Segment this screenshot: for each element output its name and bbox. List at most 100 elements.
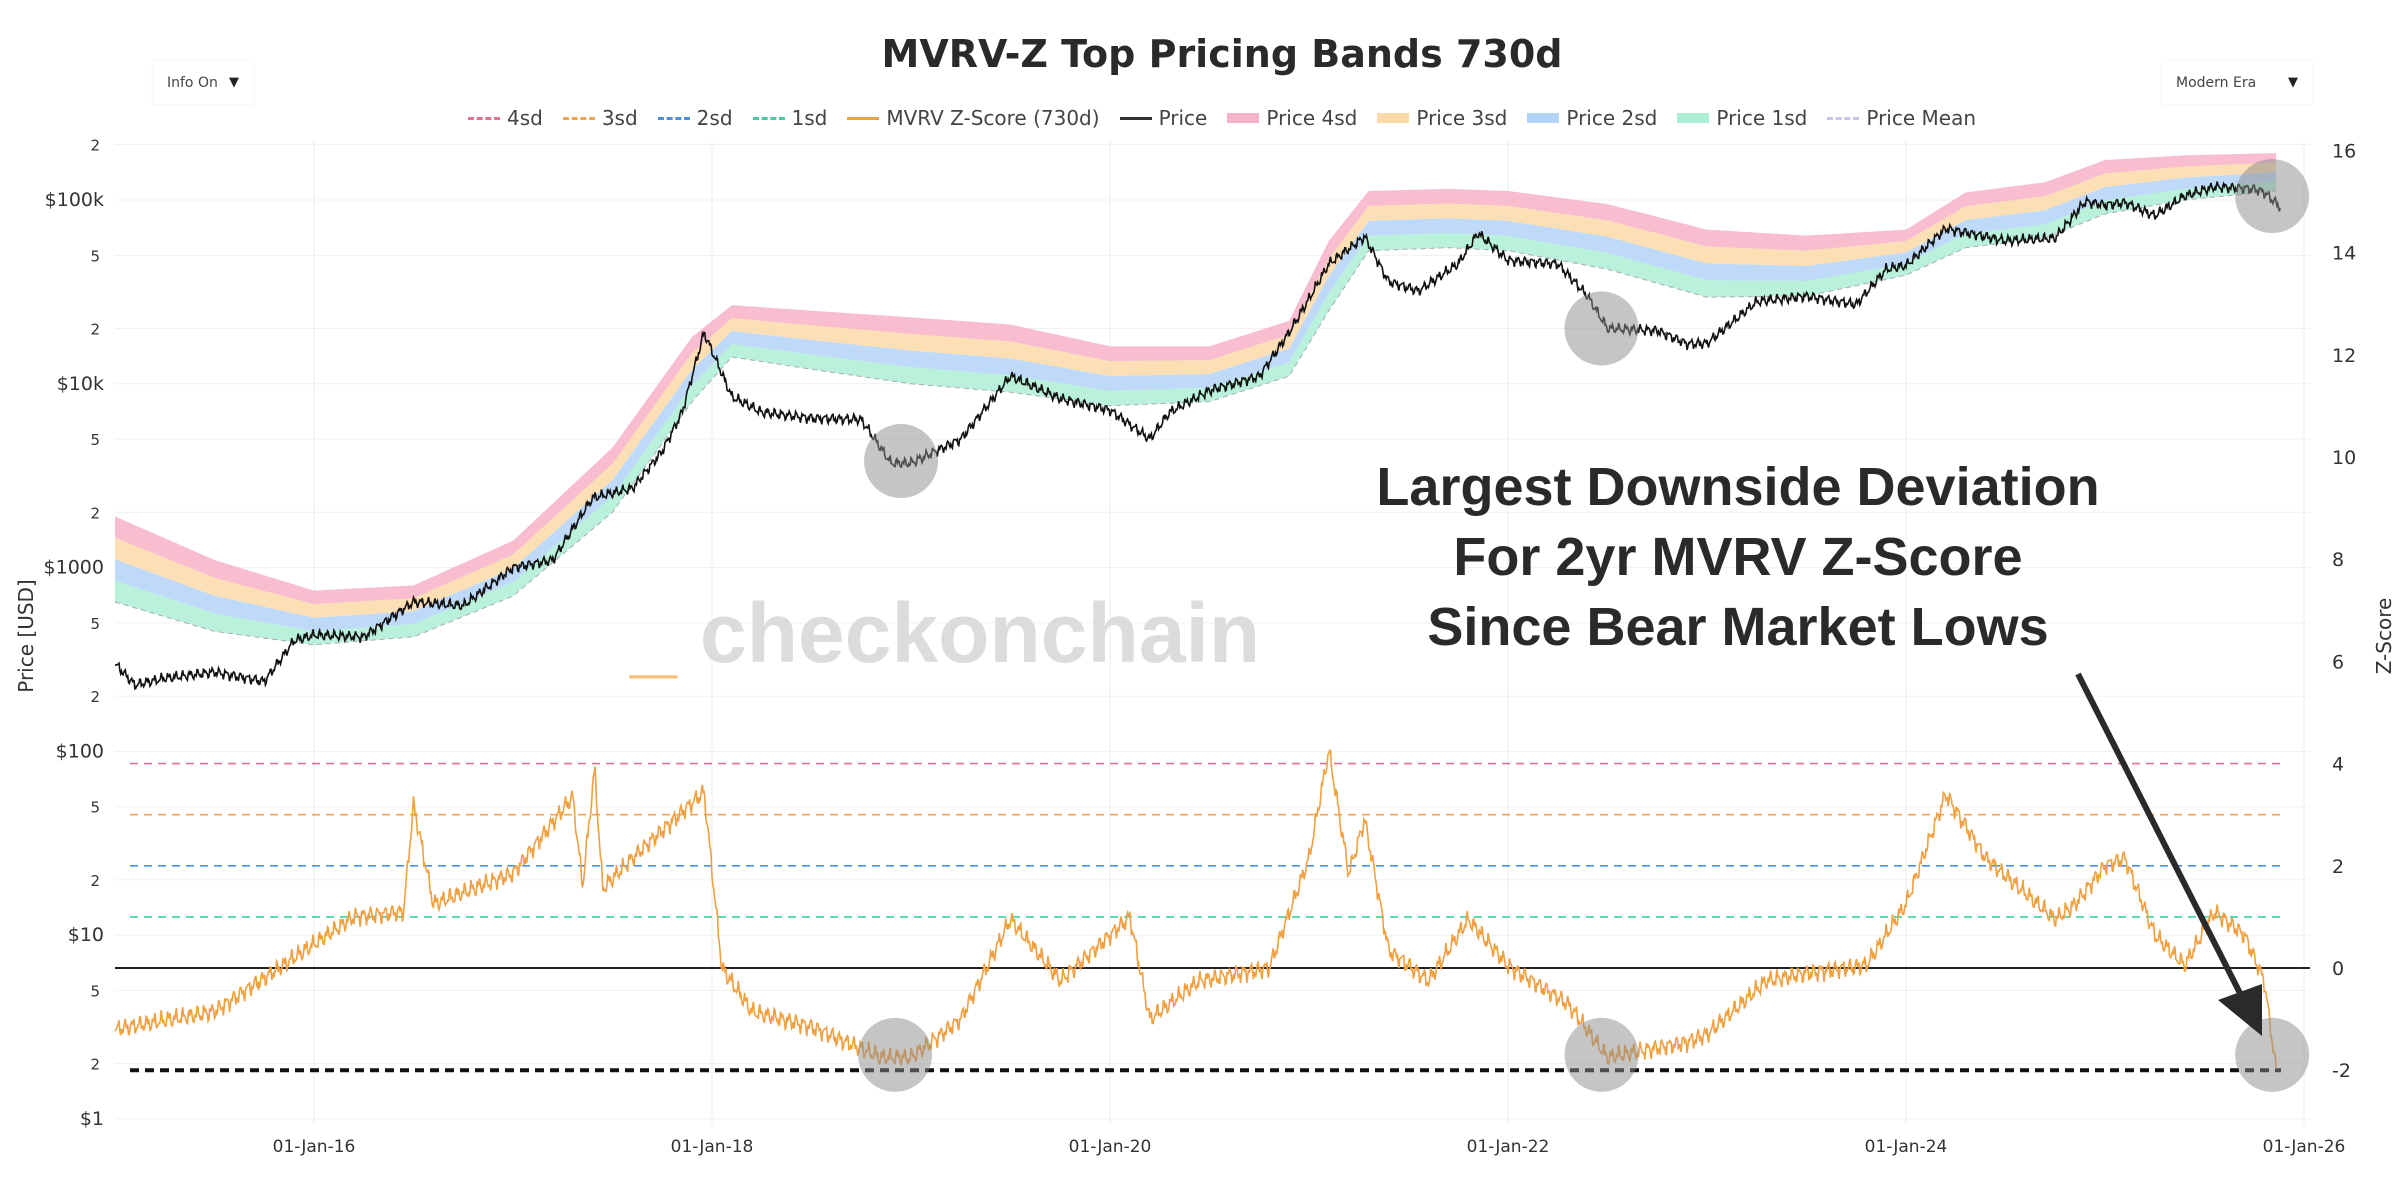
watermark: _ checkonchain xyxy=(629,586,1260,686)
legend-label: Price 2sd xyxy=(1566,106,1658,130)
legend-label: Price Mean xyxy=(1866,106,1976,130)
y-left-tick-label: $10k xyxy=(57,373,104,395)
grid xyxy=(115,140,2310,1125)
price-1sd-band xyxy=(115,181,2277,645)
y-left-tick-label: 5 xyxy=(90,615,100,633)
legend-item[interactable]: Price xyxy=(1119,106,1208,130)
legend-item[interactable]: 3sd xyxy=(562,106,638,130)
x-tick-label: 01-Jan-22 xyxy=(1467,1137,1550,1157)
legend-swatch xyxy=(1527,113,1560,123)
x-tick-label: 01-Jan-16 xyxy=(273,1137,356,1157)
legend-item[interactable]: Price 4sd xyxy=(1227,106,1357,130)
watermark-underscore: _ xyxy=(629,592,678,686)
y-left-tick-label: $1000 xyxy=(44,557,104,579)
annotation-line: For 2yr MVRV Z-Score xyxy=(1453,527,2023,587)
legend-swatch xyxy=(1119,116,1152,120)
legend-item[interactable]: Price 1sd xyxy=(1677,106,1807,130)
y-left-tick-label: 2 xyxy=(90,320,100,338)
legend-label: 3sd xyxy=(601,106,638,130)
price-mean-line xyxy=(114,190,2277,646)
legend-swatch xyxy=(562,116,595,120)
chart-title: MVRV-Z Top Pricing Bands 730d xyxy=(881,32,1563,76)
highlight-circle xyxy=(2235,1017,2310,1092)
annotation-text: Largest Downside Deviation For 2yr MVRV … xyxy=(1288,452,2188,662)
y-left-tick-label: $100 xyxy=(56,740,104,762)
x-tick-label: 01-Jan-24 xyxy=(1865,1137,1948,1157)
legend-swatch xyxy=(1827,116,1860,120)
y-left-tick-label: 5 xyxy=(90,983,100,1001)
x-tick-label: 01-Jan-26 xyxy=(2263,1137,2346,1157)
price-2sd-band xyxy=(115,172,2277,632)
y-right-tick-label: 0 xyxy=(2332,958,2344,980)
highlight-circles xyxy=(858,159,2310,1092)
era-select-dropdown[interactable]: Modern Era ▼ xyxy=(2162,61,2312,104)
legend-label: Price 4sd xyxy=(1266,106,1358,130)
legend: 4sd 3sd 2sd 1sd MVRV Z-Score (730d) Price Pric… xyxy=(0,106,2400,130)
y-left-tick-label: 2 xyxy=(90,872,100,890)
info-toggle-label: Info On xyxy=(167,74,218,91)
series xyxy=(114,181,2281,1068)
y-left-tick-label: 2 xyxy=(90,504,100,522)
y-right-tick-label: 16 xyxy=(2332,140,2356,162)
y-right-tick-label: -2 xyxy=(2332,1060,2351,1082)
info-toggle-dropdown[interactable]: Info On ▼ xyxy=(153,61,253,104)
highlight-circle xyxy=(864,424,939,499)
legend-item[interactable]: Price Mean xyxy=(1827,106,1976,130)
legend-label: Price 1sd xyxy=(1716,106,1808,130)
y-left-tick-label: 2 xyxy=(90,1056,100,1074)
annotation-line: Since Bear Market Lows xyxy=(1427,597,2049,657)
legend-swatch xyxy=(1227,113,1260,123)
legend-item[interactable]: Price 2sd xyxy=(1527,106,1657,130)
y-left-tick-label: 2 xyxy=(90,137,100,155)
y-left-tick-label: $100k xyxy=(45,189,104,211)
y-right-tick-label: 2 xyxy=(2332,856,2344,878)
legend-item[interactable]: 4sd xyxy=(467,106,543,130)
y-axis-left-title: Price [USD] xyxy=(14,579,38,693)
legend-label: Price xyxy=(1158,106,1208,130)
price-bands xyxy=(114,153,2277,646)
legend-swatch xyxy=(752,116,785,120)
chevron-down-icon: ▼ xyxy=(229,75,239,90)
chevron-down-icon: ▼ xyxy=(2288,75,2298,90)
legend-swatch xyxy=(657,116,690,120)
annotation-arrow xyxy=(2075,672,2262,1036)
era-select-label: Modern Era xyxy=(2176,74,2257,91)
highlight-circle xyxy=(1564,1017,1639,1092)
y-right-tick-label: 10 xyxy=(2332,447,2356,469)
zscore-line xyxy=(114,749,2277,1068)
legend-label: MVRV Z-Score (730d) xyxy=(886,106,1100,130)
x-tick-label: 01-Jan-18 xyxy=(671,1137,754,1157)
y-right-tick-label: 12 xyxy=(2332,345,2356,367)
highlight-circle xyxy=(1564,291,1639,366)
legend-swatch xyxy=(847,116,880,120)
y-left-tick-label: 5 xyxy=(90,799,100,817)
y-left-tick-label: 5 xyxy=(90,431,100,449)
y-left-tick-label: 5 xyxy=(90,247,100,265)
highlight-circle xyxy=(858,1017,933,1092)
zscore-levels xyxy=(115,762,2310,1073)
highlight-circle xyxy=(2235,159,2310,234)
legend-item[interactable]: MVRV Z-Score (730d) xyxy=(847,106,1100,130)
y-right-tick-label: 8 xyxy=(2332,549,2344,571)
y-right-tick-label: 6 xyxy=(2332,651,2344,673)
legend-item[interactable]: Price 3sd xyxy=(1377,106,1507,130)
legend-label: 1sd xyxy=(791,106,828,130)
legend-label: 2sd xyxy=(696,106,733,130)
legend-label: Price 3sd xyxy=(1416,106,1508,130)
y-right-tick-label: 14 xyxy=(2332,243,2356,265)
legend-item[interactable]: 2sd xyxy=(657,106,733,130)
price-line xyxy=(114,181,2281,691)
legend-item[interactable]: 1sd xyxy=(752,106,828,130)
y-axis-right-title: Z-Score xyxy=(2372,597,2396,675)
x-tick-label: 01-Jan-20 xyxy=(1069,1137,1152,1157)
watermark-text: checkonchain xyxy=(700,586,1260,680)
legend-swatch xyxy=(1377,113,1410,123)
y-left-tick-label: 2 xyxy=(90,688,100,706)
legend-label: 4sd xyxy=(506,106,543,130)
axes: 01-Jan-16 01-Jan-18 01-Jan-20 01-Jan-22 01-J… xyxy=(44,137,2357,1157)
annotation-line: Largest Downside Deviation xyxy=(1376,457,2100,517)
y-left-tick-label: $10 xyxy=(68,924,104,946)
y-right-tick-label: 4 xyxy=(2332,754,2344,776)
y-left-tick-label: $1 xyxy=(80,1108,104,1130)
